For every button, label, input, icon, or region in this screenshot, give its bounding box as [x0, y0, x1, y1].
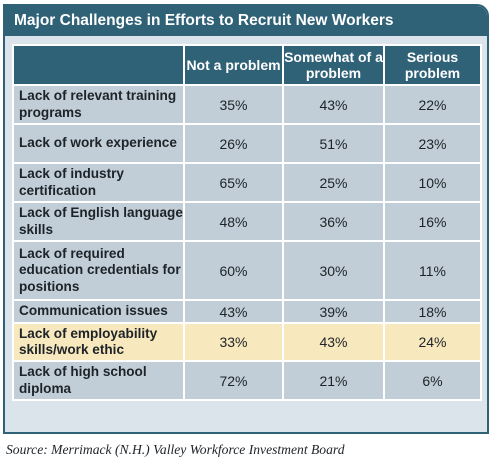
- row-label: Lack of relevant training programs: [12, 84, 185, 125]
- cell-value: 43%: [282, 84, 385, 125]
- header-corner: [12, 44, 185, 86]
- column-header: Serious problem: [383, 44, 482, 86]
- table-row: Lack of industry certification 65% 25% 1…: [12, 162, 482, 203]
- row-label: Lack of English language skills: [12, 201, 185, 242]
- table-row: Lack of high school diploma 72% 21% 6%: [12, 360, 482, 401]
- cell-value: 48%: [183, 201, 284, 242]
- table-row-highlighted: Lack of employability skills/work ethic …: [12, 322, 482, 362]
- cell-value: 36%: [282, 201, 385, 242]
- table-panel: Major Challenges in Efforts to Recruit N…: [3, 4, 489, 434]
- cell-value: 6%: [383, 360, 482, 401]
- cell-value: 18%: [383, 299, 482, 324]
- data-table: Not a problem Somewhat of a problem Seri…: [12, 44, 482, 401]
- cell-value: 43%: [282, 322, 385, 362]
- cell-value: 25%: [282, 162, 385, 203]
- row-label: Lack of high school diploma: [12, 360, 185, 401]
- cell-value: 43%: [183, 299, 284, 324]
- table-title: Major Challenges in Efforts to Recruit N…: [5, 6, 487, 36]
- cell-value: 10%: [383, 162, 482, 203]
- cell-value: 30%: [282, 240, 385, 301]
- row-label: Lack of required education credentials f…: [12, 240, 185, 301]
- cell-value: 39%: [282, 299, 385, 324]
- table-row: Lack of required education credentials f…: [12, 240, 482, 301]
- cell-value: 22%: [383, 84, 482, 125]
- column-header: Not a problem: [183, 44, 284, 86]
- table-row: Lack of English language skills 48% 36% …: [12, 201, 482, 242]
- cell-value: 16%: [383, 201, 482, 242]
- cell-value: 65%: [183, 162, 284, 203]
- row-label: Lack of employability skills/work ethic: [12, 322, 185, 362]
- cell-value: 21%: [282, 360, 385, 401]
- cell-value: 23%: [383, 123, 482, 164]
- table-row: Lack of work experience 26% 51% 23%: [12, 123, 482, 164]
- cell-value: 24%: [383, 322, 482, 362]
- cell-value: 26%: [183, 123, 284, 164]
- cell-value: 60%: [183, 240, 284, 301]
- cell-value: 51%: [282, 123, 385, 164]
- row-label: Lack of industry certification: [12, 162, 185, 203]
- row-label: Communication issues: [12, 299, 185, 324]
- cell-value: 35%: [183, 84, 284, 125]
- header-row: Not a problem Somewhat of a problem Seri…: [12, 44, 482, 86]
- table-row: Lack of relevant training programs 35% 4…: [12, 84, 482, 125]
- cell-value: 33%: [183, 322, 284, 362]
- cell-value: 72%: [183, 360, 284, 401]
- row-label: Lack of work experience: [12, 123, 185, 164]
- table-row: Communication issues 43% 39% 18%: [12, 299, 482, 324]
- cell-value: 11%: [383, 240, 482, 301]
- source-note: Source: Merrimack (N.H.) Valley Workforc…: [6, 442, 345, 457]
- column-header: Somewhat of a problem: [282, 44, 385, 86]
